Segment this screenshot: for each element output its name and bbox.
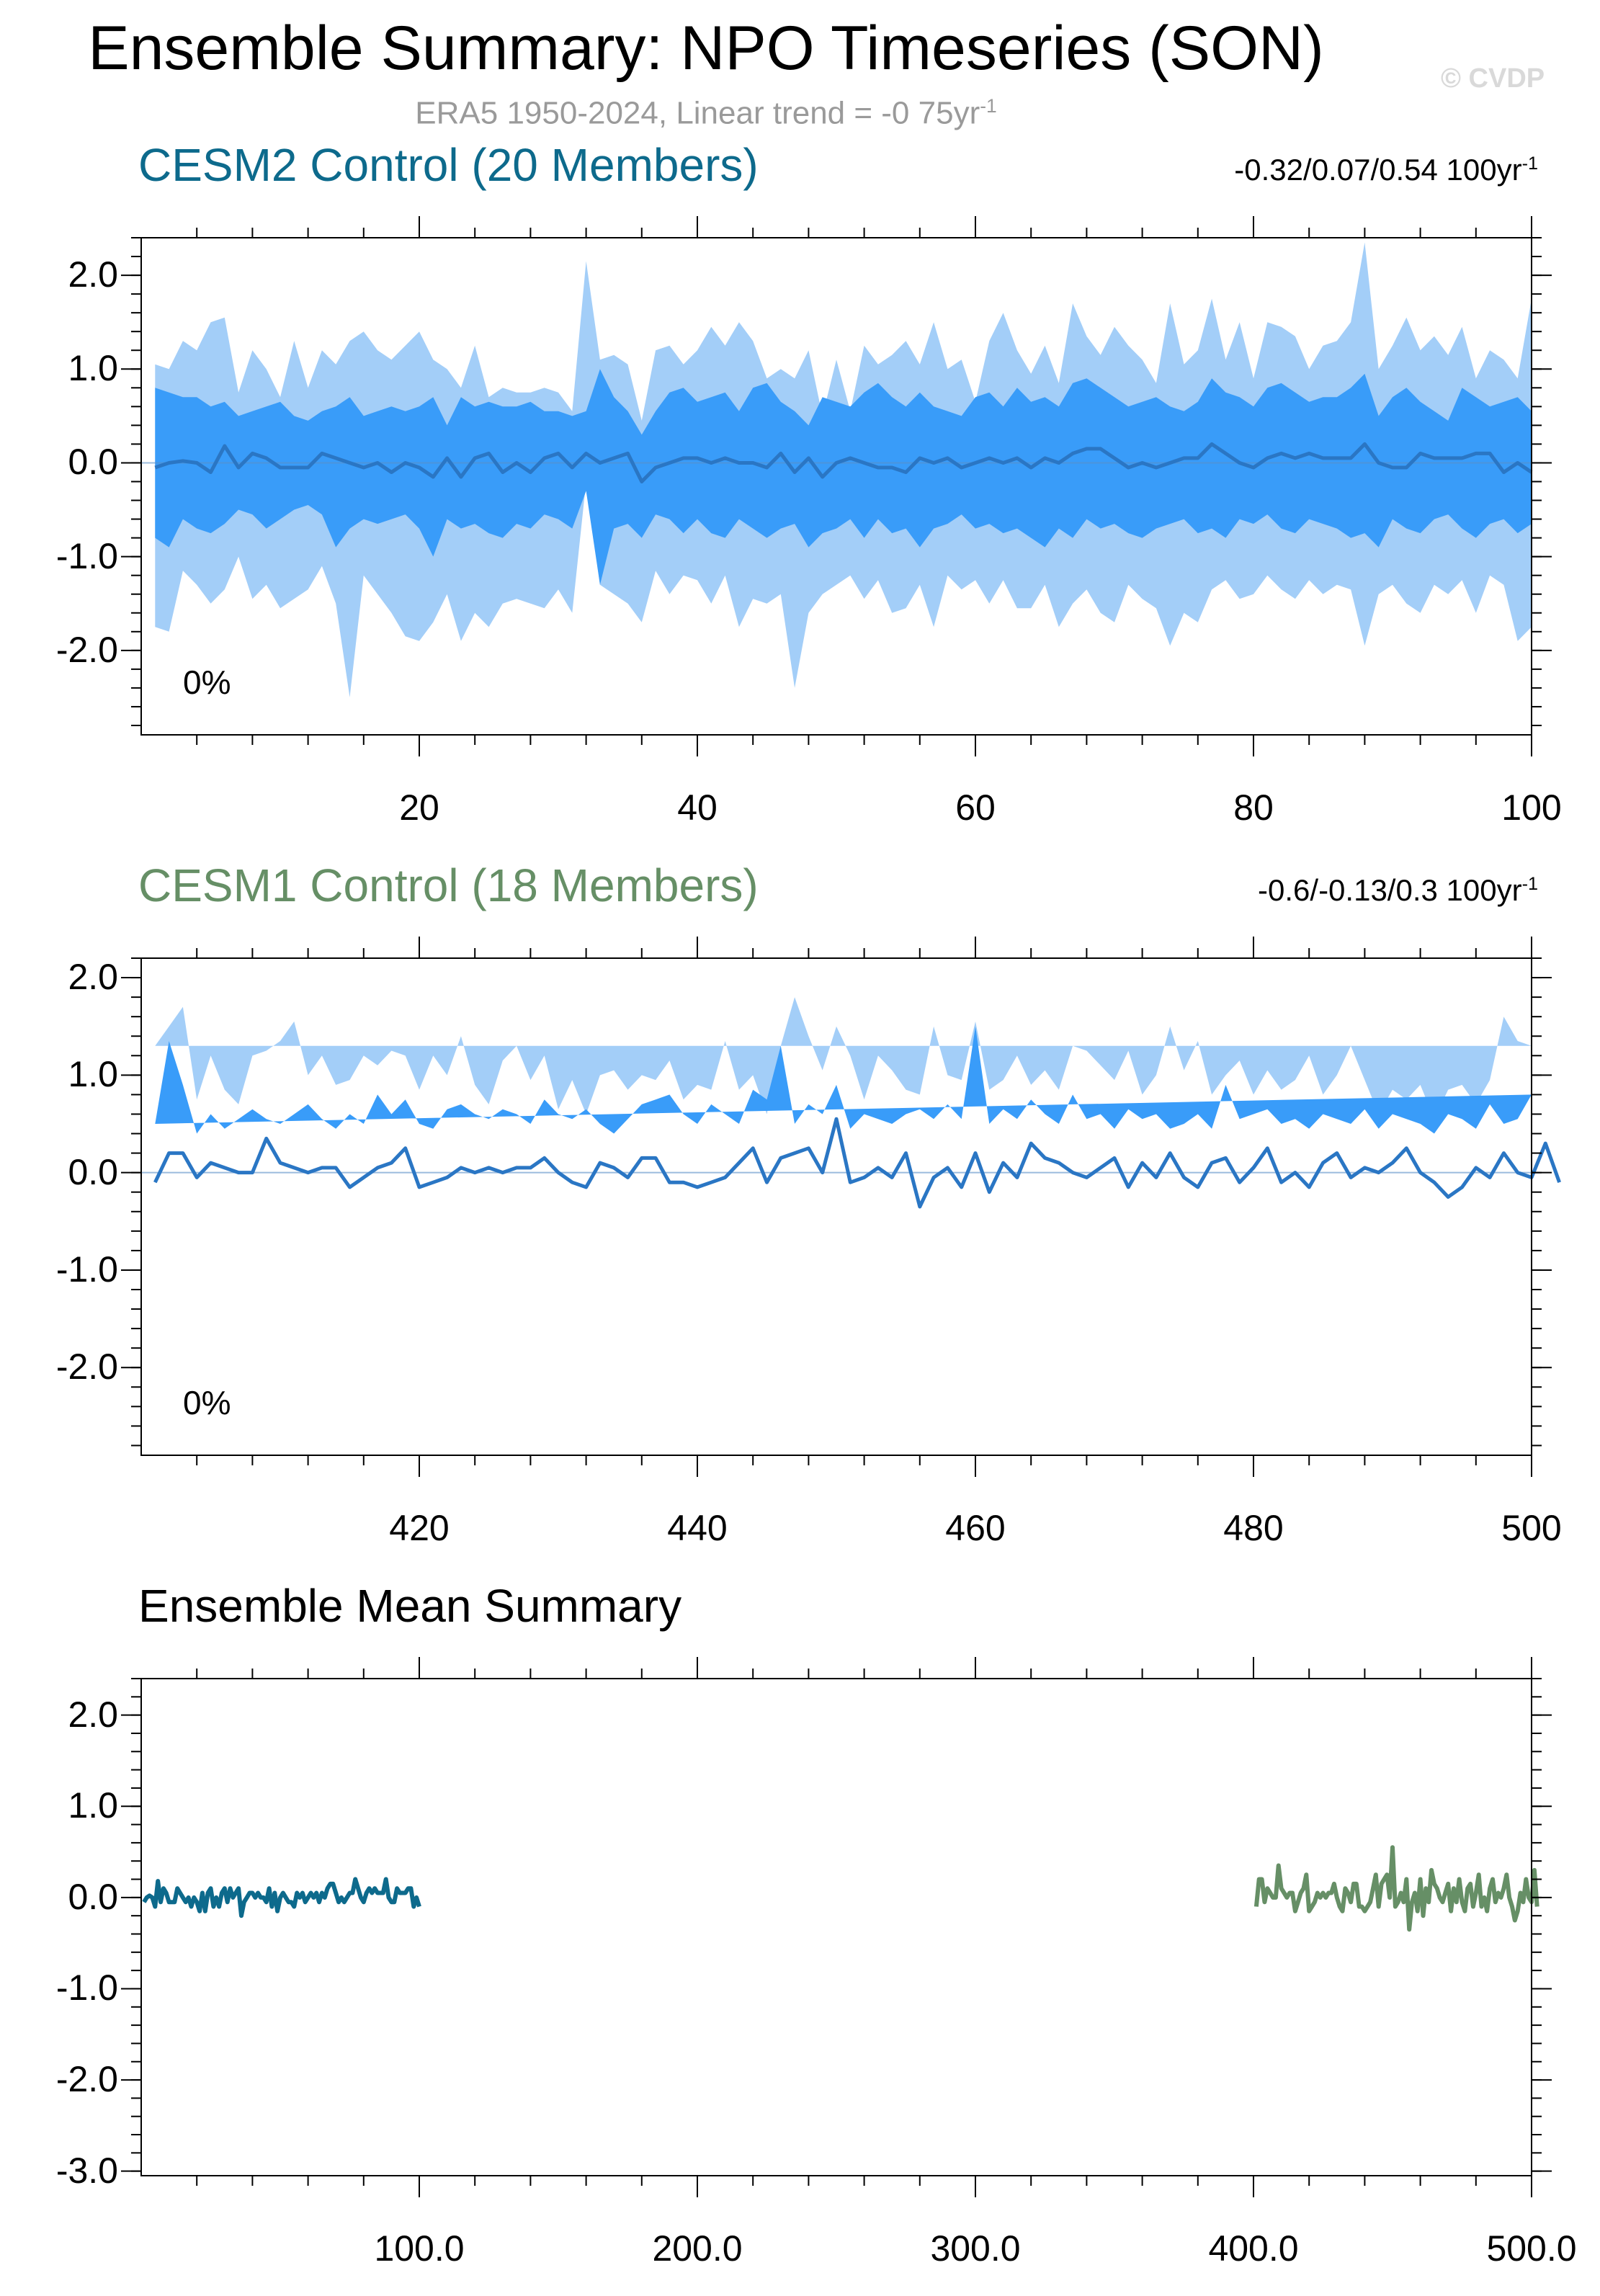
panel2-xtick-label: 480 [1223, 1508, 1284, 1548]
subtitle-text: ERA5 1950-2024, Linear trend = -0 75yr [415, 95, 980, 131]
panel1-xtick-label: 20 [399, 787, 439, 828]
panel3-ytick-label: -2.0 [55, 2059, 118, 2100]
panel3-frame [140, 1678, 1532, 2176]
panel2-plot [121, 937, 1561, 1477]
panel1-xtick-label: 100 [1501, 787, 1562, 828]
panel3-ytick-label: -3.0 [55, 2150, 118, 2191]
panel3-xtick-label: 100.0 [374, 2228, 465, 2269]
panel1-ytick-label: -1.0 [55, 535, 118, 576]
panel1-stats: -0.32/0.07/0.54 100yr-1 [1234, 153, 1538, 187]
panel2-stats-sup: -1 [1521, 874, 1538, 894]
panel2-ytick-label: -1.0 [55, 1248, 118, 1290]
panel2-title: CESM1 Control (18 Members) [138, 859, 759, 911]
subtitle-sup: -1 [980, 95, 997, 117]
panel1-frame [140, 237, 1532, 736]
panel2-xtick-label: 500 [1501, 1508, 1562, 1548]
panel3-xtick-label: 400.0 [1208, 2228, 1299, 2269]
panel2-ytick-label: 1.0 [68, 1054, 118, 1095]
panel1-ytick-label: 0.0 [68, 442, 118, 483]
panel1-xtick-label: 80 [1233, 787, 1274, 828]
panel3-ytick-label: 0.0 [68, 1876, 118, 1917]
series-line-cesm1 [1253, 1845, 1539, 1932]
panel2-ytick-label: 0.0 [68, 1151, 118, 1192]
panel2-ytick-label: 2.0 [68, 957, 118, 998]
panel3-ytick-label: 1.0 [68, 1785, 118, 1826]
watermark: © CVDP [1441, 63, 1545, 94]
panel3-xtick-label: 300.0 [930, 2228, 1021, 2269]
inner-spread-band [155, 1026, 1532, 1134]
panel3-xtick-label: 500.0 [1486, 2228, 1577, 2269]
panel2-xtick-label: 460 [945, 1508, 1006, 1548]
panel2-percent-label: 0% [183, 1384, 231, 1421]
panel1-xtick-label: 60 [955, 787, 996, 828]
panel1-stats-sup: -1 [1521, 153, 1538, 174]
panel3-title: Ensemble Mean Summary [138, 1580, 682, 1632]
outer-spread-band [155, 997, 1532, 1120]
panel1-plot [121, 216, 1552, 756]
panel2-ytick-label: -2.0 [55, 1346, 118, 1388]
panel2-frame [140, 957, 1532, 1456]
panel2-xtick-label: 420 [389, 1508, 450, 1548]
panel1-percent-label: 0% [183, 664, 231, 701]
ensemble-mean-line [153, 1117, 1561, 1209]
panel1-stats-text: -0.32/0.07/0.54 100yr [1234, 153, 1522, 187]
panel1-xtick-label: 40 [677, 787, 718, 828]
panel2-stats: -0.6/-0.13/0.3 100yr-1 [1258, 873, 1538, 908]
panel3-ytick-label: -1.0 [55, 1967, 118, 2009]
subtitle: ERA5 1950-2024, Linear trend = -0 75yr-1 [0, 95, 1412, 132]
panel3-plot [121, 1657, 1552, 2197]
panel1-ytick-label: 1.0 [68, 348, 118, 389]
inner-spread-band [155, 369, 1532, 585]
panel3-xtick-label: 200.0 [652, 2228, 743, 2269]
panel1-title: CESM2 Control (20 Members) [138, 139, 759, 191]
ensemble-mean-line [154, 442, 1533, 483]
panel1-ytick-label: 2.0 [68, 254, 118, 295]
series-line-cesm2 [142, 1877, 421, 1918]
panel2-stats-text: -0.6/-0.13/0.3 100yr [1258, 873, 1522, 907]
panel2-xtick-label: 440 [667, 1508, 728, 1548]
panel1-ytick-label: -2.0 [55, 629, 118, 670]
panel3-ytick-label: 2.0 [68, 1694, 118, 1735]
main-title: Ensemble Summary: NPO Timeseries (SON) [88, 14, 1324, 83]
